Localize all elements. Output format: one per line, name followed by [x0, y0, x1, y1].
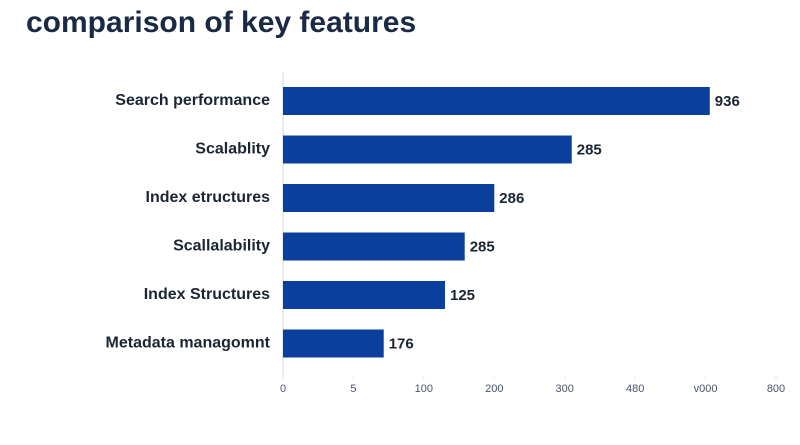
bar — [283, 87, 710, 115]
x-tick-label: 200 — [485, 383, 503, 395]
bar-annotation: 286 — [499, 190, 524, 207]
x-tick-label: 0 — [280, 383, 286, 395]
x-tick-label: v000 — [694, 383, 718, 395]
chart-title: comparison of key features — [26, 6, 416, 39]
bar — [283, 281, 445, 309]
category-label: Scallalability — [173, 238, 270, 255]
category-label: Index Structures — [144, 286, 270, 303]
bar — [283, 184, 495, 212]
category-label: Index etructures — [146, 189, 271, 206]
bar-annotation: 285 — [470, 238, 495, 255]
x-tick-label: 100 — [415, 383, 433, 395]
bar — [283, 329, 384, 358]
bar-annotation: 125 — [450, 287, 475, 304]
bar-annotation: 176 — [389, 335, 414, 352]
category-label: Metadata managomnt — [106, 335, 271, 352]
x-tick-label: 480 — [626, 383, 644, 395]
bar — [283, 232, 465, 261]
x-tick-label: 800 — [767, 383, 785, 395]
category-label: Scalablity — [195, 141, 270, 158]
bar-annotation: 285 — [577, 141, 602, 158]
x-tick-label: 300 — [556, 383, 574, 395]
x-tick-label: 5 — [350, 383, 356, 395]
bar — [283, 135, 572, 164]
category-label: Search performance — [115, 92, 270, 109]
bar-annotation: 936 — [715, 93, 740, 110]
